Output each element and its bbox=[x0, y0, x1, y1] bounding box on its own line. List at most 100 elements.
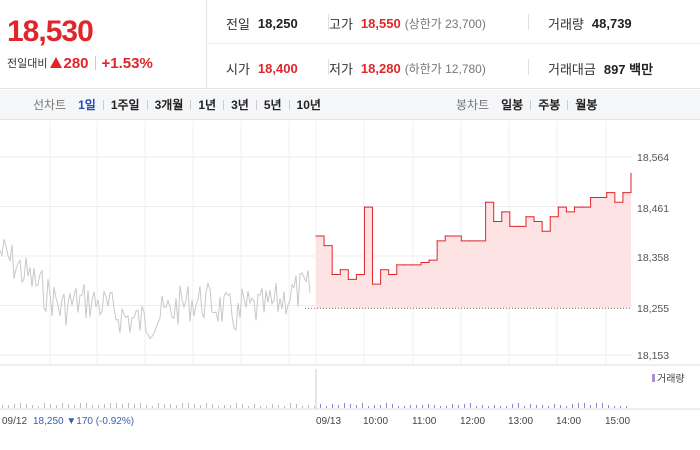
divider bbox=[528, 59, 529, 75]
volume-bar bbox=[224, 405, 225, 408]
stat-label: 시가 bbox=[226, 61, 250, 77]
volume-bar bbox=[398, 406, 399, 408]
series-point bbox=[468, 240, 471, 242]
tab-period-3m[interactable]: 3개월 bbox=[154, 98, 184, 112]
series-point bbox=[331, 273, 333, 276]
volume-bar bbox=[584, 403, 585, 408]
price-summary: 18,530 전일대비 280 +1.53% bbox=[0, 0, 207, 89]
divider bbox=[223, 99, 225, 110]
volume-bar bbox=[110, 403, 111, 408]
stat-label: 전일 bbox=[226, 16, 250, 32]
series-point bbox=[501, 211, 503, 213]
volume-bar bbox=[470, 403, 471, 408]
series-point bbox=[581, 206, 584, 208]
stat-lower-limit: (하한가 12,780) bbox=[404, 61, 486, 76]
stat-high: 고가 18,550 (상한가 23,700) bbox=[329, 14, 486, 32]
volume-bar bbox=[434, 405, 435, 408]
series-point bbox=[428, 259, 430, 261]
change-percent: +1.53% bbox=[101, 54, 153, 72]
stat-amount: 거래대금 897 백만 bbox=[548, 59, 653, 77]
stats-row-1: 전일 18,250 고가 18,550 (상한가 23,700) 거래량 48,… bbox=[208, 0, 700, 44]
stat-upper-limit: (상한가 23,700) bbox=[404, 16, 486, 31]
tab-period-10y[interactable]: 10년 bbox=[296, 98, 321, 112]
divider bbox=[528, 14, 529, 30]
volume-bar bbox=[542, 405, 543, 408]
volume-bar bbox=[326, 406, 327, 408]
volume-bar bbox=[158, 403, 159, 408]
volume-bar bbox=[536, 405, 537, 408]
tab-period-1y[interactable]: 1년 bbox=[198, 98, 217, 112]
y-tick-label: 18,461 bbox=[637, 203, 669, 215]
series-point bbox=[598, 196, 600, 199]
volume-bar bbox=[614, 406, 615, 408]
x-tick-label: 09/13 bbox=[316, 416, 341, 427]
volume-bar bbox=[440, 406, 441, 408]
volume-bar bbox=[152, 406, 153, 408]
series-point bbox=[549, 216, 551, 218]
tab-period-5y[interactable]: 5년 bbox=[263, 98, 282, 112]
series-point bbox=[493, 220, 495, 223]
x-tick-label: 11:00 bbox=[412, 416, 437, 427]
volume-bar bbox=[218, 406, 219, 408]
tab-candle-daily[interactable]: 일봉 bbox=[501, 98, 524, 112]
volume-bar bbox=[548, 406, 549, 408]
stats-row-2: 시가 18,400 저가 18,280 (하한가 12,780) 거래대금 89… bbox=[208, 45, 700, 89]
tab-period-1w[interactable]: 1주일 bbox=[110, 98, 140, 112]
volume-bar bbox=[170, 404, 171, 408]
stat-value: 48,739 bbox=[591, 15, 632, 31]
divider bbox=[328, 14, 329, 30]
series-point bbox=[485, 201, 487, 203]
volume-bar bbox=[50, 404, 51, 408]
volume-bar bbox=[458, 405, 459, 408]
volume-legend: 거래량 bbox=[652, 373, 685, 385]
x-tick-label: 10:00 bbox=[363, 416, 388, 427]
volume-bar bbox=[350, 404, 351, 408]
volume-bar bbox=[188, 403, 189, 408]
volume-bar bbox=[518, 403, 519, 408]
volume-bar bbox=[260, 406, 261, 408]
volume-legend-swatch bbox=[652, 374, 655, 382]
volume-bar bbox=[116, 403, 117, 408]
series-point bbox=[452, 235, 454, 237]
volume-bar bbox=[8, 405, 9, 408]
volume-bar bbox=[212, 404, 213, 408]
stat-low: 저가 18,280 (하한가 12,780) bbox=[329, 59, 486, 77]
volume-bar bbox=[98, 405, 99, 408]
series-points bbox=[315, 172, 632, 285]
y-tick-label: 18,255 bbox=[637, 303, 669, 315]
volume-bar bbox=[44, 403, 45, 408]
volume-bar bbox=[368, 406, 369, 408]
series-point bbox=[388, 273, 390, 276]
volume-bar bbox=[572, 404, 573, 408]
volume-bar bbox=[314, 406, 315, 408]
volume-bar bbox=[146, 405, 147, 408]
volume-bar bbox=[164, 404, 165, 408]
volume-bar bbox=[128, 403, 129, 408]
volume-bar bbox=[530, 404, 531, 408]
tab-period-3y[interactable]: 3년 bbox=[231, 98, 249, 112]
stat-label: 거래량 bbox=[548, 16, 584, 32]
volume-bar bbox=[446, 406, 447, 408]
volume-bar bbox=[626, 406, 627, 408]
series-point bbox=[315, 235, 317, 237]
volume-bar bbox=[32, 405, 33, 408]
volume-bar bbox=[374, 405, 375, 408]
series-point bbox=[614, 201, 616, 203]
divider bbox=[288, 99, 290, 110]
series-point bbox=[404, 264, 406, 266]
volume-bar bbox=[464, 404, 465, 408]
series-point bbox=[541, 230, 543, 232]
series-point bbox=[573, 206, 576, 208]
tab-period-1d[interactable]: 1일 bbox=[78, 98, 96, 112]
stat-open: 시가 18,400 bbox=[226, 59, 298, 77]
tab-candle-weekly[interactable]: 주봉 bbox=[538, 98, 561, 112]
series-point bbox=[323, 245, 325, 247]
volume-bar bbox=[14, 404, 15, 408]
change-label: 전일대비 bbox=[7, 58, 48, 70]
series-point bbox=[371, 283, 374, 285]
volume-bar bbox=[290, 403, 291, 408]
tab-candle-monthly[interactable]: 월봉 bbox=[575, 98, 598, 112]
volume-bar bbox=[248, 406, 249, 408]
volume-bar bbox=[182, 403, 183, 408]
series-point bbox=[509, 225, 511, 227]
